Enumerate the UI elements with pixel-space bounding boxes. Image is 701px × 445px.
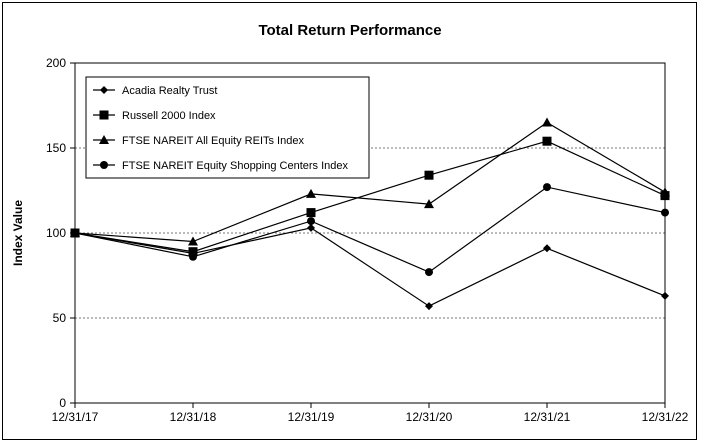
data-point [542,136,552,146]
legend-item: Russell 2000 Index [93,110,216,122]
data-point [425,302,433,311]
x-tick-label: 12/31/20 [406,410,453,424]
legend-marker [99,110,109,120]
y-tick-label: 200 [46,56,66,70]
data-point [661,208,669,217]
data-point [425,268,433,277]
x-tick-label: 12/31/21 [524,410,571,424]
series-0 [71,223,669,311]
chart-frame [2,2,697,440]
y-axis: 0 50 100 150 200 [46,56,75,410]
y-tick-label: 0 [59,396,66,410]
legend-item: FTSE NAREIT All Equity REITs Index [93,135,304,147]
legend-label: FTSE NAREIT Equity Shopping Centers Inde… [122,160,349,172]
legend-label: FTSE NAREIT All Equity REITs Index [122,135,304,147]
x-tick-label: 12/31/22 [642,410,689,424]
data-point [307,217,315,226]
legend-label: Acadia Realty Trust [122,85,217,97]
x-tick-label: 12/31/19 [288,410,335,424]
legend-box [85,76,370,179]
chart-title: Total Return Performance [258,22,441,39]
data-point [424,170,434,180]
y-tick-label: 150 [46,141,66,155]
data-point [424,199,434,209]
series-lines [70,117,670,311]
data-point [542,117,552,127]
legend: Acadia Realty Trust Russell 2000 Index FTS… [85,76,370,179]
x-tick-label: 12/31/17 [52,410,99,424]
data-point [543,183,551,192]
series-line [74,121,666,243]
legend-item: FTSE NAREIT Equity Shopping Centers Inde… [93,160,349,172]
legend-marker [100,161,108,169]
legend-marker [99,135,109,144]
data-point [660,187,670,197]
data-point [307,223,315,232]
data-point [661,291,669,300]
y-axis-label: Index Value [11,200,25,266]
legend-marker [100,86,108,94]
x-axis: 12/31/17 12/31/18 12/31/19 12/31/20 12/31/21… [52,403,689,424]
data-point [543,244,551,253]
data-point [71,229,79,237]
data-point [306,188,316,198]
data-point [188,247,198,257]
y-tick-label: 50 [53,311,67,325]
series-line [74,227,666,307]
x-tick-label: 12/31/18 [170,410,217,424]
data-point [189,252,197,261]
series-3 [71,183,669,277]
data-point [306,208,316,218]
legend-item: Acadia Realty Trust [93,85,217,97]
series-line [74,140,666,253]
legend-label: Russell 2000 Index [122,110,216,122]
data-point [188,236,198,246]
y-tick-label: 100 [46,226,66,240]
series-line [74,186,666,273]
